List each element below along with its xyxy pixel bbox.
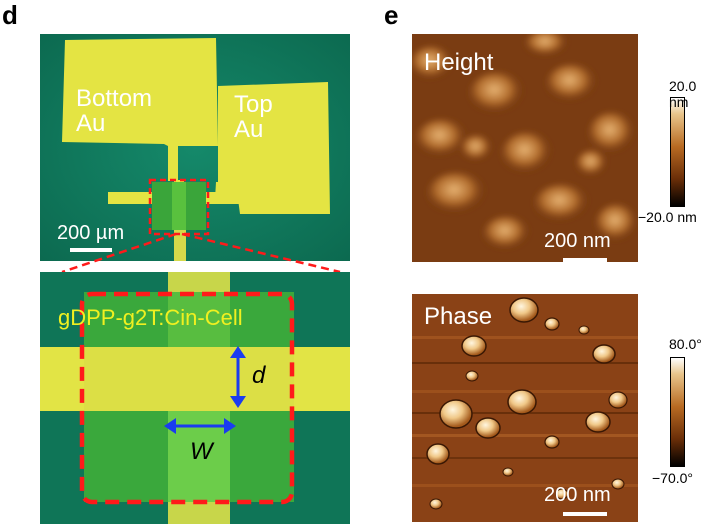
- top-au-label: Top Au: [234, 91, 273, 144]
- thickness-arrow: [230, 346, 246, 408]
- phase-colorbar-min: −70.0°: [652, 470, 694, 486]
- thickness-label: d: [252, 362, 266, 389]
- afm-height-image: [412, 34, 638, 262]
- phase-label: Phase: [424, 303, 493, 330]
- scale-bar-label-um: 200 µm: [57, 222, 125, 244]
- optical-image-zoom: [40, 272, 350, 524]
- scale-bar-um: [70, 248, 112, 252]
- height-scale-bar-label: 200 nm: [544, 230, 611, 252]
- height-label: Height: [424, 49, 494, 76]
- phase-scale-bar-label: 200 nm: [544, 484, 611, 506]
- phase-colorbar-max: 80.0°: [669, 336, 702, 352]
- bottom-au-label: Bottom Au: [76, 85, 153, 138]
- device-label: gDPP-g2T:Cin-Cell: [58, 305, 243, 330]
- height-colorbar: [670, 97, 685, 207]
- height-scale-bar: [563, 258, 607, 262]
- afm-phase-image: [412, 294, 638, 522]
- width-label: W: [190, 438, 213, 465]
- phase-colorbar: [670, 357, 685, 467]
- panel-letter-e: e: [384, 0, 399, 30]
- phase-scale-bar: [563, 512, 607, 516]
- optical-image-overview: [40, 34, 350, 261]
- panel-letter-d: d: [2, 0, 18, 30]
- height-colorbar-max: 20.0 nm: [669, 78, 697, 110]
- width-arrow: [164, 418, 236, 434]
- height-colorbar-min: −20.0 nm: [638, 209, 697, 225]
